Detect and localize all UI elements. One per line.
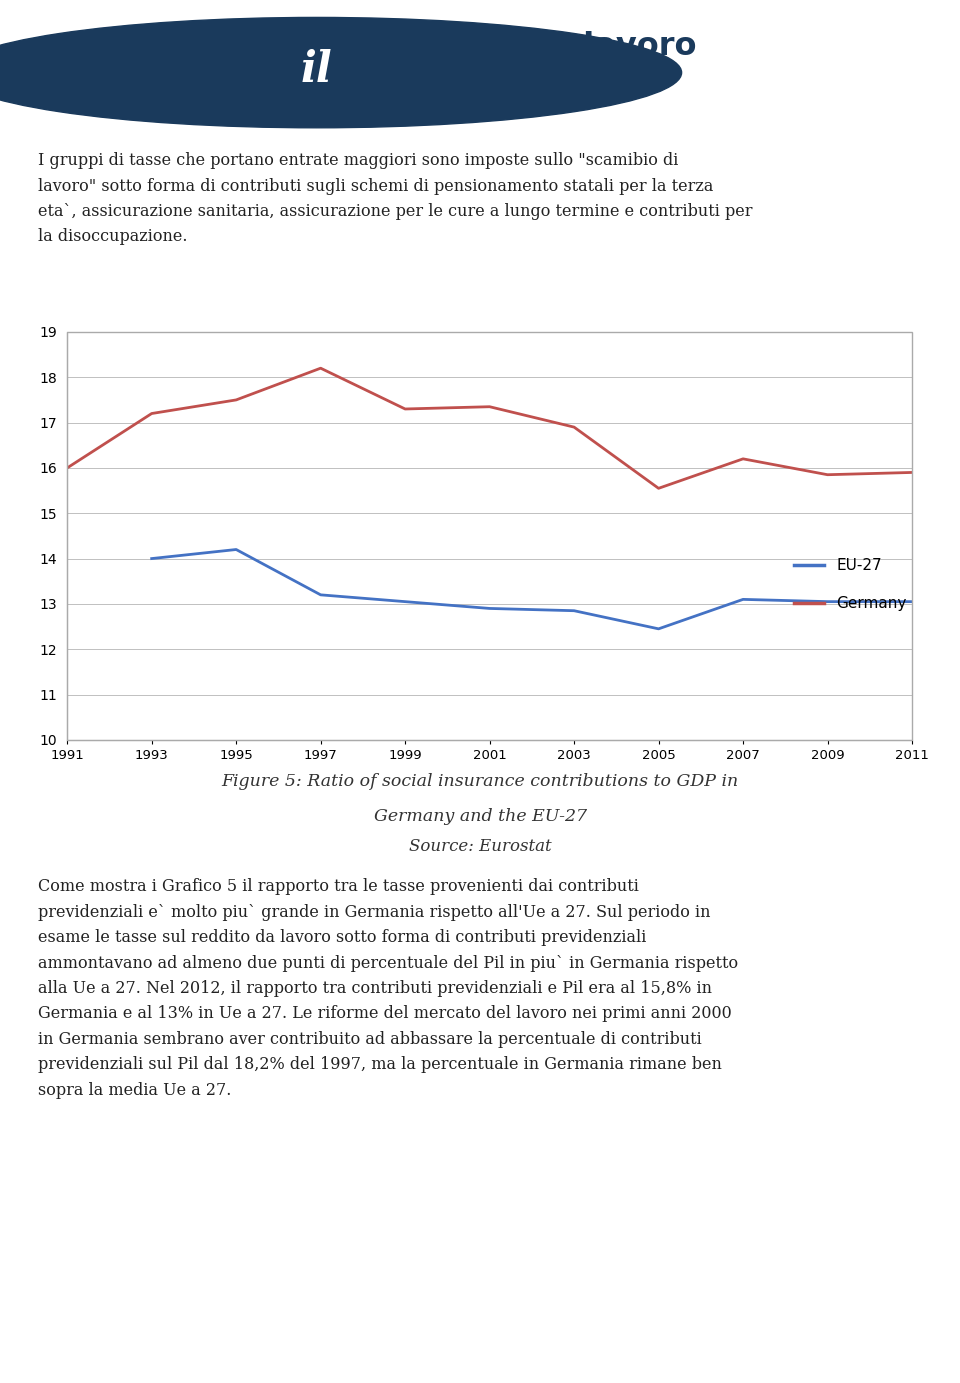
Text: Source: Eurostat: Source: Eurostat: [409, 838, 551, 855]
Text: Figure 5: Ratio of social insurance contributions to GDP in: Figure 5: Ratio of social insurance cont…: [222, 773, 738, 790]
Text: il: il: [300, 48, 333, 91]
Text: Germany and the EU-27: Germany and the EU-27: [373, 808, 587, 824]
Legend: EU-27, Germany: EU-27, Germany: [787, 552, 913, 617]
Text: Come mostra i Grafico 5 il rapporto tra le tasse provenienti dai contributi
prev: Come mostra i Grafico 5 il rapporto tra …: [38, 878, 738, 1099]
Text: I gruppi di tasse che portano entrate maggiori sono imposte sullo "scamibio di
l: I gruppi di tasse che portano entrate ma…: [38, 152, 753, 245]
Text: impresa lavoro: impresa lavoro: [427, 30, 697, 62]
Circle shape: [0, 18, 682, 127]
Bar: [67, 332, 912, 740]
Text: Centro Studi: Centro Studi: [427, 95, 549, 113]
